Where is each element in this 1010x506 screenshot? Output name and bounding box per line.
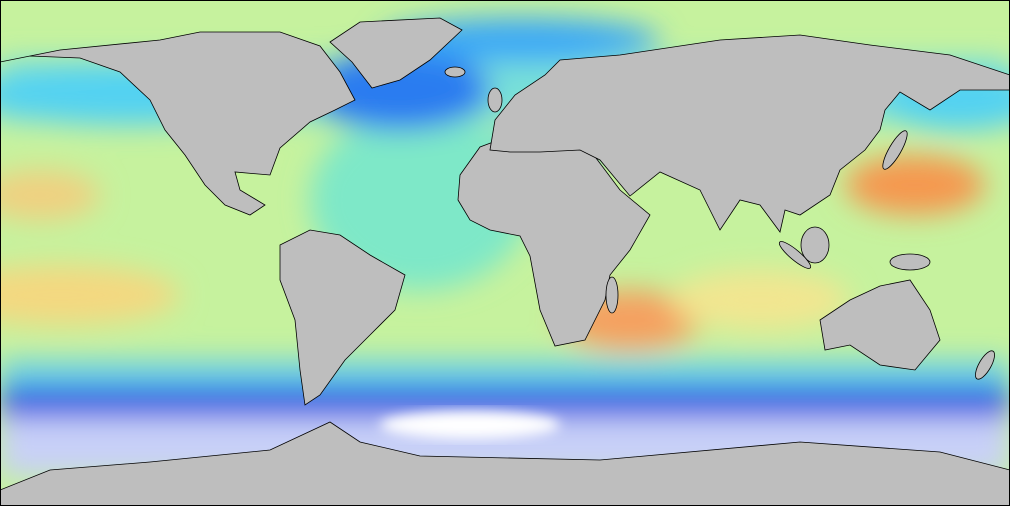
greenland (329, 17, 463, 89)
britain (487, 87, 503, 113)
madagascar (605, 276, 619, 314)
antarctica (0, 421, 1010, 506)
iceland (444, 66, 466, 78)
south-america (279, 229, 406, 406)
new-zealand (975, 350, 995, 380)
borneo (800, 226, 830, 264)
east-pacific-north (0, 170, 100, 220)
east-pacific-south (0, 265, 180, 325)
new-guinea (889, 253, 931, 271)
japan (882, 130, 908, 170)
eurasia (489, 34, 1010, 233)
australia (819, 279, 941, 371)
north-atlantic (310, 50, 490, 130)
indian-ocean (670, 270, 850, 330)
kuroshio (845, 155, 985, 215)
north-america (0, 31, 356, 216)
sumatra (778, 241, 812, 269)
circumpolar-band (0, 388, 1010, 416)
south-band (0, 360, 1010, 390)
weddell-patch (380, 411, 560, 439)
